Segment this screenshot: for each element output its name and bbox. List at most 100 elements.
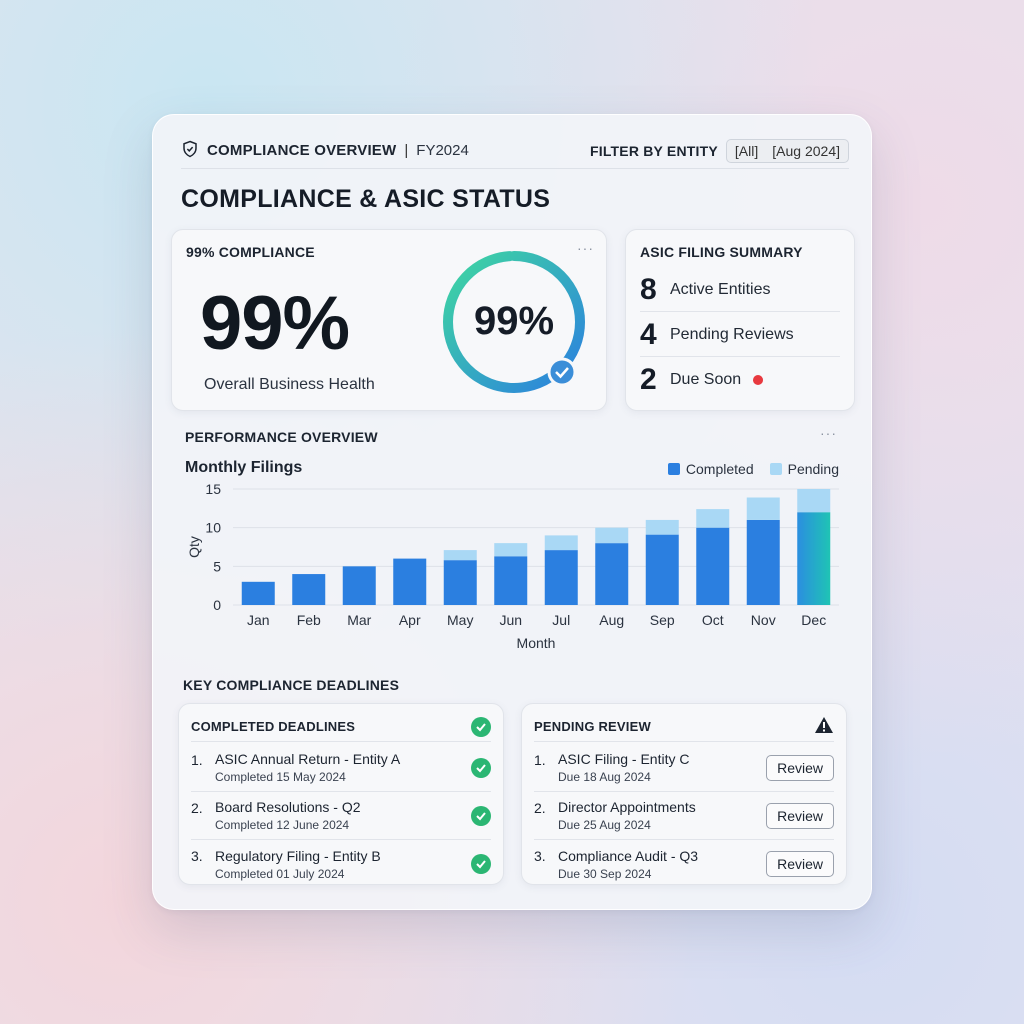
x-tick-label: Aug bbox=[599, 612, 624, 628]
list-item-title: ASIC Annual Return - Entity A bbox=[215, 751, 401, 767]
review-button[interactable]: Review bbox=[766, 851, 834, 877]
list-index: 3. bbox=[191, 848, 203, 864]
bar-pending bbox=[797, 489, 831, 513]
list-item: 1. ASIC Filing - Entity C Due 18 Aug 202… bbox=[534, 744, 834, 792]
list-index: 2. bbox=[191, 800, 203, 816]
list-index: 3. bbox=[534, 848, 546, 864]
section-title: COMPLIANCE OVERVIEW bbox=[207, 142, 397, 159]
asic-row-active: 8 Active Entities bbox=[640, 268, 840, 312]
list-index: 1. bbox=[191, 752, 203, 768]
legend-swatch bbox=[769, 463, 782, 475]
x-tick-label: Jul bbox=[552, 612, 570, 628]
donut-check-icon bbox=[547, 357, 577, 387]
bar-pending bbox=[595, 527, 629, 544]
list-item-title: Board Resolutions - Q2 bbox=[215, 799, 361, 815]
pending-review-label: PENDING REVIEW bbox=[534, 719, 651, 734]
bar-pending bbox=[443, 550, 477, 561]
asic-summary-card: ASIC FILING SUMMARY 8 Active Entities 4 … bbox=[625, 229, 855, 411]
bar-pending bbox=[494, 543, 528, 557]
bar-completed bbox=[494, 556, 528, 605]
asic-text: Active Entities bbox=[670, 280, 771, 298]
bar-completed bbox=[696, 527, 730, 605]
asic-summary-label: ASIC FILING SUMMARY bbox=[640, 244, 803, 260]
completed-deadlines-card: COMPLETED DEADLINES 1. ASIC Annual Retur… bbox=[178, 703, 504, 885]
list-item: 2. Director Appointments Due 25 Aug 2024… bbox=[534, 792, 834, 840]
asic-count: 8 bbox=[640, 272, 657, 306]
list-item-date: Due 25 Aug 2024 bbox=[558, 818, 651, 832]
review-button[interactable]: Review bbox=[766, 802, 834, 829]
bar-pending bbox=[645, 519, 679, 535]
page-title: COMPLIANCE & ASIC STATUS bbox=[181, 185, 551, 213]
deadlines-section-label: KEY COMPLIANCE DEADLINES bbox=[183, 677, 400, 693]
legend-completed: Completed bbox=[667, 461, 754, 477]
performance-menu-icon[interactable]: ··· bbox=[820, 425, 837, 441]
legend-swatch bbox=[667, 463, 680, 475]
donut-value: 99% bbox=[474, 299, 554, 343]
legend-label: Pending bbox=[787, 461, 839, 477]
bar-completed bbox=[393, 558, 427, 605]
x-axis-label: Month bbox=[517, 635, 556, 651]
pending-review-card: PENDING REVIEW 1. ASIC Filing - Entity C… bbox=[521, 703, 847, 885]
asic-text: Due Soon bbox=[670, 371, 742, 388]
filter-label: FILTER BY ENTITY bbox=[590, 142, 718, 159]
x-tick-label: Dec bbox=[801, 612, 826, 628]
check-circle-icon bbox=[471, 805, 491, 826]
bar-completed bbox=[443, 560, 477, 605]
monthly-filings-chart: 0 5 10 15 Jan Feb Mar Apr May Jun Jul Aug Sep Oct Nov D… bbox=[186, 481, 839, 651]
list-item-date: Completed 01 July 2024 bbox=[215, 866, 345, 881]
shield-icon bbox=[181, 140, 199, 162]
top-bar: COMPLIANCE OVERVIEW | FY2024 FILTER BY E… bbox=[181, 133, 849, 169]
performance-label: PERFORMANCE OVERVIEW bbox=[185, 429, 378, 445]
x-tick-label: Jan bbox=[247, 612, 270, 628]
list-item: 1. ASIC Annual Return - Entity A Complet… bbox=[191, 744, 491, 792]
list-item-date: Due 30 Sep 2024 bbox=[558, 866, 652, 881]
legend-label: Completed bbox=[685, 461, 754, 477]
bar-pending bbox=[746, 497, 780, 520]
fiscal-year: FY2024 bbox=[416, 142, 469, 159]
bar-completed bbox=[292, 574, 326, 605]
bar-completed bbox=[241, 581, 275, 605]
asic-text: Pending Reviews bbox=[670, 325, 794, 343]
asic-row-due-soon: 2 Due Soon bbox=[640, 358, 840, 402]
review-button[interactable]: Review bbox=[766, 754, 834, 781]
compliance-health-card: 99% COMPLIANCE ··· 99% Overall Business … bbox=[171, 229, 607, 411]
title-separator: | bbox=[404, 142, 409, 159]
chart-title: Monthly Filings bbox=[185, 459, 303, 476]
completed-deadlines-label: COMPLETED DEADLINES bbox=[191, 719, 356, 734]
health-percentage: 99% bbox=[200, 281, 350, 366]
x-tick-label: Mar bbox=[347, 612, 371, 628]
x-tick-label: Feb bbox=[297, 612, 321, 628]
bar-pending bbox=[696, 509, 730, 528]
bar-completed bbox=[746, 519, 780, 605]
list-item: 3. Compliance Audit - Q3 Due 30 Sep 2024… bbox=[534, 840, 834, 888]
alert-dot-icon bbox=[753, 375, 764, 385]
list-item: 2. Board Resolutions - Q2 Completed 12 J… bbox=[191, 792, 491, 840]
legend-pending: Pending bbox=[769, 461, 839, 477]
list-item-date: Completed 12 June 2024 bbox=[215, 818, 350, 832]
asic-count: 2 bbox=[640, 363, 657, 396]
asic-count: 4 bbox=[640, 317, 657, 351]
list-item-title: ASIC Filing - Entity C bbox=[558, 751, 690, 767]
bar-pending bbox=[544, 535, 578, 551]
list-item-title: Compliance Audit - Q3 bbox=[558, 847, 699, 864]
check-circle-icon bbox=[471, 757, 491, 778]
y-tick-label: 10 bbox=[205, 520, 221, 536]
x-tick-label: May bbox=[447, 612, 473, 628]
bar-completed bbox=[797, 512, 831, 605]
filter-entity-value[interactable]: [All] bbox=[734, 142, 759, 159]
filter-date-value[interactable]: [Aug 2024] bbox=[772, 142, 840, 159]
health-menu-icon[interactable]: ··· bbox=[577, 240, 594, 256]
performance-overview: PERFORMANCE OVERVIEW ··· Monthly Filings… bbox=[171, 419, 855, 671]
check-circle-icon bbox=[471, 854, 491, 874]
health-subtitle: Overall Business Health bbox=[204, 376, 375, 393]
compliance-panel: COMPLIANCE OVERVIEW | FY2024 FILTER BY E… bbox=[152, 114, 872, 910]
y-tick-label: 0 bbox=[213, 597, 221, 613]
entity-filter[interactable]: [All] [Aug 2024] bbox=[725, 138, 849, 163]
chart-legend: Completed Pending bbox=[667, 461, 839, 477]
list-item-title: Director Appointments bbox=[558, 799, 696, 815]
bar-completed bbox=[595, 543, 629, 605]
list-index: 2. bbox=[534, 800, 546, 816]
y-axis-label: Qty bbox=[186, 536, 202, 558]
x-tick-label: Nov bbox=[751, 612, 776, 628]
x-tick-label: Jun bbox=[499, 612, 522, 628]
